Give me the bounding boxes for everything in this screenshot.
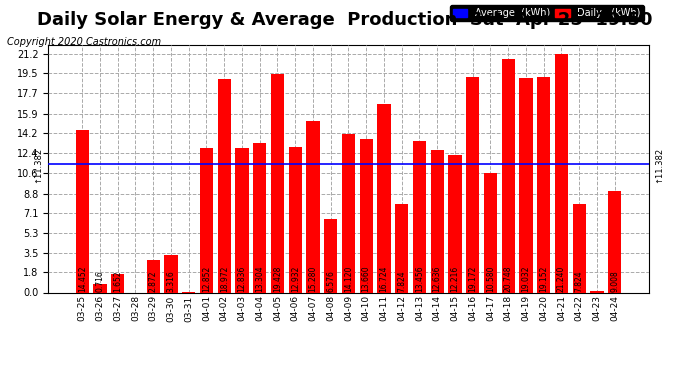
Text: 14.120: 14.120 xyxy=(344,266,353,292)
Bar xyxy=(200,148,213,292)
Text: 6.576: 6.576 xyxy=(326,270,335,292)
Bar xyxy=(448,155,462,292)
Text: 3.316: 3.316 xyxy=(166,270,175,292)
Bar xyxy=(555,54,568,292)
Bar xyxy=(235,148,248,292)
Text: 12.852: 12.852 xyxy=(202,266,211,292)
Bar xyxy=(253,143,266,292)
Text: 13.456: 13.456 xyxy=(415,266,424,292)
Text: 13.304: 13.304 xyxy=(255,266,264,292)
Bar xyxy=(395,204,408,292)
Text: 12.836: 12.836 xyxy=(237,266,246,292)
Text: 20.748: 20.748 xyxy=(504,266,513,292)
Text: 14.452: 14.452 xyxy=(78,266,87,292)
Bar xyxy=(146,260,160,292)
Legend: Average  (kWh), Daily   (kWh): Average (kWh), Daily (kWh) xyxy=(450,5,644,21)
Bar xyxy=(76,130,89,292)
Bar xyxy=(413,141,426,292)
Text: 16.724: 16.724 xyxy=(380,266,388,292)
Text: 12.216: 12.216 xyxy=(451,266,460,292)
Text: 1.652: 1.652 xyxy=(113,270,122,292)
Bar xyxy=(431,150,444,292)
Bar xyxy=(324,219,337,292)
Text: 12.636: 12.636 xyxy=(433,266,442,292)
Bar xyxy=(270,74,284,292)
Bar xyxy=(537,77,551,292)
Text: 9.008: 9.008 xyxy=(610,270,619,292)
Bar xyxy=(484,174,497,292)
Bar xyxy=(93,285,107,292)
Text: 15.280: 15.280 xyxy=(308,266,317,292)
Text: 19.152: 19.152 xyxy=(539,266,548,292)
Bar xyxy=(217,79,231,292)
Text: Copyright 2020 Castronics.com: Copyright 2020 Castronics.com xyxy=(7,37,161,47)
Text: 2.872: 2.872 xyxy=(149,270,158,292)
Text: 10.580: 10.580 xyxy=(486,266,495,292)
Bar xyxy=(306,121,319,292)
Bar xyxy=(377,104,391,292)
Text: Daily Solar Energy & Average  Production  Sat  Apr 25  19:50: Daily Solar Energy & Average Production … xyxy=(37,11,653,29)
Bar xyxy=(359,139,373,292)
Bar xyxy=(288,147,302,292)
Bar xyxy=(590,291,604,292)
Text: 12.932: 12.932 xyxy=(290,266,299,292)
Text: ↑11.382: ↑11.382 xyxy=(33,146,42,183)
Bar xyxy=(342,134,355,292)
Text: ↑11.382: ↑11.382 xyxy=(655,146,664,183)
Text: 7.824: 7.824 xyxy=(575,270,584,292)
Bar xyxy=(111,274,124,292)
Text: 18.972: 18.972 xyxy=(219,266,228,292)
Bar xyxy=(164,255,177,292)
Bar xyxy=(520,78,533,292)
Text: 0.716: 0.716 xyxy=(95,270,104,292)
Text: 19.172: 19.172 xyxy=(469,266,477,292)
Bar xyxy=(502,59,515,292)
Bar xyxy=(608,191,621,292)
Text: 13.660: 13.660 xyxy=(362,266,371,292)
Text: 21.240: 21.240 xyxy=(557,266,566,292)
Bar xyxy=(466,77,480,292)
Text: 19.428: 19.428 xyxy=(273,266,282,292)
Bar xyxy=(573,204,586,292)
Text: 7.824: 7.824 xyxy=(397,270,406,292)
Text: 19.032: 19.032 xyxy=(522,266,531,292)
